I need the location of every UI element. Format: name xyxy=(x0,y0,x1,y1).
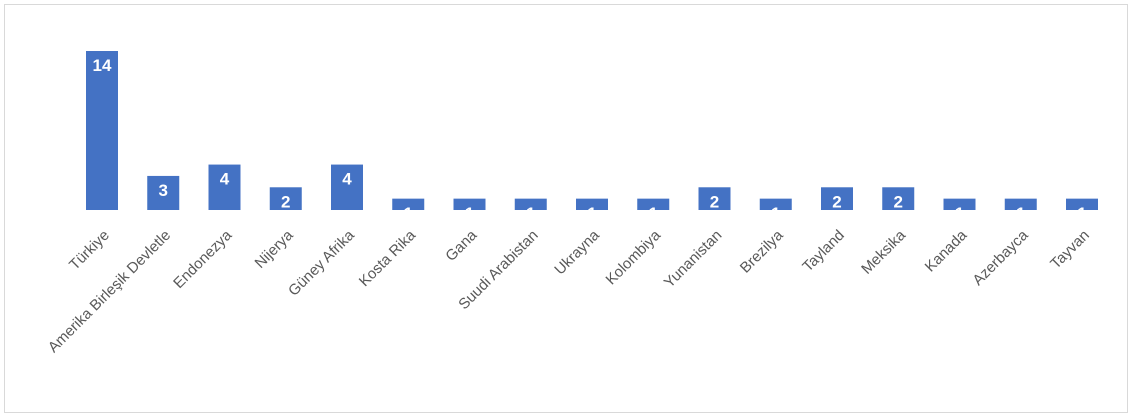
category-label-7: Gana xyxy=(442,226,480,264)
bar-4 xyxy=(269,187,302,210)
bar-13 xyxy=(821,187,853,210)
chart-frame xyxy=(4,4,1128,413)
data-label-12: 1 xyxy=(771,204,780,223)
category-label-15: Kanada xyxy=(922,226,971,275)
category-label-6: Kosta Rika xyxy=(356,226,420,290)
bar-6 xyxy=(392,198,425,210)
bar-1 xyxy=(86,51,118,210)
bar-5 xyxy=(331,164,363,210)
category-label-5: Güney Afrika xyxy=(285,226,358,299)
data-label-16: 1 xyxy=(1016,204,1025,223)
data-label-4: 2 xyxy=(281,192,290,211)
category-label-9: Ukrayna xyxy=(551,226,603,278)
bar-9 xyxy=(576,198,608,210)
category-label-17: Tayvan xyxy=(1047,227,1093,273)
data-label-8: 1 xyxy=(526,204,535,223)
data-label-3: 4 xyxy=(220,170,230,189)
category-label-1: Türkiye xyxy=(66,227,113,274)
category-label-16: Azerbayca xyxy=(969,226,1032,289)
bar-17 xyxy=(1066,198,1098,210)
data-label-1: 14 xyxy=(93,56,112,75)
bar-16 xyxy=(1004,198,1037,210)
data-label-10: 1 xyxy=(649,204,658,223)
data-label-15: 1 xyxy=(955,204,964,223)
bar-7 xyxy=(453,198,486,210)
bar-3 xyxy=(208,164,241,210)
bar-8 xyxy=(514,198,547,210)
category-label-4: Nijerya xyxy=(252,226,297,271)
data-label-9: 1 xyxy=(587,204,596,223)
bar-10 xyxy=(637,198,670,210)
category-label-10: Kolombiya xyxy=(603,226,665,288)
bar-11 xyxy=(698,187,731,210)
bar-2 xyxy=(147,175,180,210)
data-label-14: 2 xyxy=(894,192,903,211)
data-label-5: 4 xyxy=(342,170,352,189)
data-label-13: 2 xyxy=(832,192,841,211)
data-label-17: 1 xyxy=(1077,204,1086,223)
data-label-7: 1 xyxy=(465,204,474,223)
data-label-2: 3 xyxy=(159,181,168,200)
bar-15 xyxy=(943,198,976,210)
category-label-13: Tayland xyxy=(799,227,848,276)
data-label-11: 2 xyxy=(710,192,719,211)
category-label-3: Endonezya xyxy=(170,226,236,292)
category-label-12: Brezilya xyxy=(737,226,787,276)
data-label-6: 1 xyxy=(404,204,413,223)
bar-14 xyxy=(882,187,915,210)
category-label-2: Amerika Birleşik Devletle xyxy=(45,227,174,356)
category-label-14: Meksika xyxy=(858,226,909,277)
category-label-11: Yunanistan xyxy=(661,227,726,292)
bar-12 xyxy=(759,198,792,210)
